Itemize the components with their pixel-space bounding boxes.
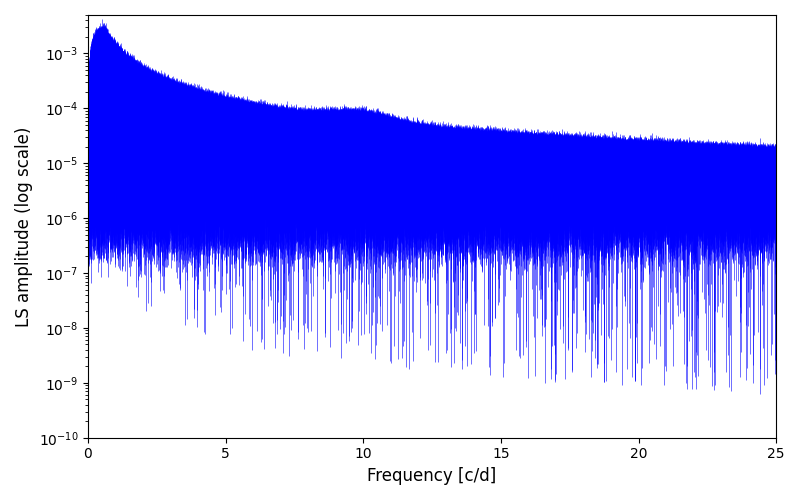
Y-axis label: LS amplitude (log scale): LS amplitude (log scale) [15,126,33,326]
X-axis label: Frequency [c/d]: Frequency [c/d] [367,467,497,485]
